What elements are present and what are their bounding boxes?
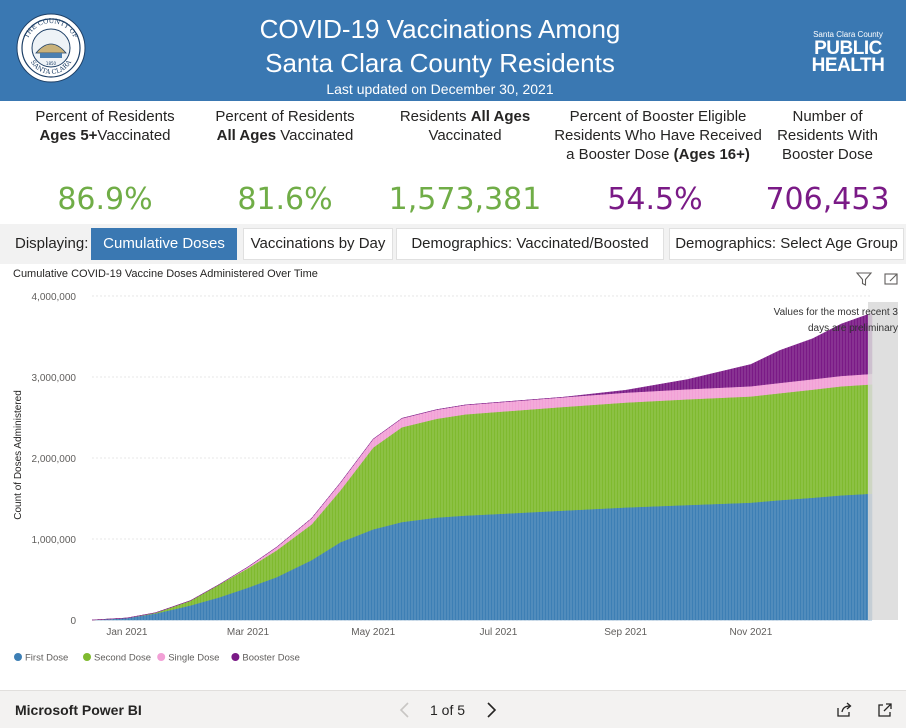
page-indicator: 1 of 5	[430, 702, 466, 718]
kpi-label-part: (Ages 16+)	[673, 146, 750, 163]
tab-demographics-vaccinated-boosted[interactable]: Demographics: Vaccinated/Boosted	[396, 228, 664, 260]
kpi-label-part: Vaccinated	[276, 127, 354, 144]
seal-year: 1850	[46, 61, 57, 66]
y-tick-label: 2,000,000	[32, 454, 77, 465]
kpi-label-part: Residents With	[777, 127, 878, 144]
report-title-line-2: Santa Clara County Residents	[265, 48, 615, 78]
page-navigator: 1 of 5	[398, 699, 508, 721]
public-health-logo: Santa Clara County PUBLIC HEALTH	[806, 30, 890, 76]
legend-marker	[83, 653, 91, 661]
preliminary-shading	[868, 302, 898, 620]
kpi-value-booster-percent: 54.5%	[607, 182, 703, 217]
kpi-value-ages5: 86.9%	[57, 182, 153, 217]
x-tick-label: Nov 2021	[729, 627, 772, 638]
kpi-label: Percent of Residents All Ages Vaccinated	[190, 107, 380, 145]
legend-label[interactable]: Booster Dose	[242, 653, 300, 664]
page-tab-bar: Displaying: Cumulative Doses Vaccination…	[0, 224, 906, 264]
kpi-value-residents-vaccinated: 1,573,381	[388, 182, 542, 217]
chart-legend: First Dose Second Dose Single Dose Booster …	[14, 653, 300, 664]
preliminary-annotation-line-1: Values for the most recent 3	[774, 307, 899, 318]
y-tick-label: 0	[70, 616, 76, 627]
logo-public-text: PUBLIC	[814, 38, 882, 59]
y-axis-labels: 0 1,000,000 2,000,000 3,000,000 4,000,000	[32, 292, 77, 627]
tab-vaccinations-by-day[interactable]: Vaccinations by Day	[243, 228, 393, 260]
legend-label[interactable]: Single Dose	[168, 653, 219, 664]
powerbi-brand[interactable]: Microsoft Power BI	[15, 702, 142, 718]
kpi-label-part: Number of	[792, 108, 863, 125]
x-tick-label: Jul 2021	[480, 627, 518, 638]
county-seal-icon: THE COUNTY OF SANTA CLARA 1850	[16, 13, 86, 83]
chart-areas	[91, 312, 873, 621]
kpi-label: Number of Residents With Booster Dose	[740, 107, 906, 164]
chart-toolbar	[855, 272, 898, 286]
kpi-label-part: Booster Dose	[782, 146, 873, 163]
legend-marker	[157, 653, 166, 661]
kpi-label-part: Vaccinated	[428, 127, 502, 144]
fullscreen-icon[interactable]	[876, 701, 894, 719]
cumulative-doses-chart: 0 1,000,000 2,000,000 3,000,000 4,000,000 Ja…	[13, 292, 899, 664]
kpi-label-part: Percent of Residents	[215, 108, 355, 125]
next-page-icon[interactable]	[484, 701, 498, 719]
x-tick-label: Sep 2021	[604, 627, 647, 638]
logo-county-text: Santa Clara County	[813, 30, 883, 39]
x-tick-label: May 2021	[351, 627, 395, 638]
kpi-row: Percent of Residents Ages 5+Vaccinated 86…	[0, 101, 906, 221]
report-title-block: COVID-19 Vaccinations Among Santa Clara …	[180, 12, 700, 98]
legend-label[interactable]: Second Dose	[94, 653, 151, 664]
kpi-label-part: All Ages	[470, 108, 531, 125]
chart-bar-texture	[93, 296, 872, 620]
preliminary-annotation-line-2: days are preliminary	[808, 323, 898, 334]
x-axis-labels: Jan 2021 Mar 2021 May 2021 Jul 2021 Sep 2021…	[106, 627, 772, 638]
y-tick-label: 1,000,000	[32, 535, 77, 546]
share-icon[interactable]	[835, 701, 853, 719]
kpi-label: Residents All Ages Vaccinated	[370, 107, 560, 145]
last-updated-text: Last updated on December 30, 2021	[326, 81, 554, 97]
kpi-label-part: a Booster Dose	[566, 146, 674, 163]
kpi-card-ages5: Percent of Residents Ages 5+Vaccinated	[10, 107, 200, 145]
x-tick-label: Mar 2021	[227, 627, 270, 638]
focus-mode-icon[interactable]	[884, 273, 898, 285]
powerbi-footer: Microsoft Power BI 1 of 5	[0, 690, 906, 728]
kpi-label-part: Residents Who Have Received	[554, 127, 762, 144]
kpi-label-part: Percent of Residents	[35, 108, 175, 125]
logo-health-text: HEALTH	[811, 55, 885, 76]
prev-page-icon[interactable]	[398, 701, 412, 719]
kpi-label: Percent of Booster Eligible Residents Who…	[548, 107, 768, 164]
y-axis-title: Count of Doses Administered	[13, 390, 24, 520]
kpi-card-all-ages: Percent of Residents All Ages Vaccinated	[190, 107, 380, 145]
y-tick-label: 3,000,000	[32, 373, 77, 384]
legend-marker	[231, 653, 240, 661]
kpi-label-part: Percent of Booster Eligible	[569, 108, 747, 125]
kpi-value-booster-count: 706,453	[765, 182, 890, 217]
displaying-label: Displaying:	[15, 235, 89, 252]
kpi-card-residents-vaccinated: Residents All Ages Vaccinated	[370, 107, 560, 145]
kpi-label: Percent of Residents Ages 5+Vaccinated	[10, 107, 200, 145]
kpi-card-booster-count: Number of Residents With Booster Dose	[740, 107, 906, 164]
report-header: THE COUNTY OF SANTA CLARA 1850 COVID-19 …	[0, 0, 906, 101]
kpi-label-part: All Ages	[216, 127, 277, 144]
report-title-line-1: COVID-19 Vaccinations Among	[259, 14, 621, 44]
legend-label[interactable]: First Dose	[25, 653, 68, 664]
kpi-card-booster-percent: Percent of Booster Eligible Residents Who…	[548, 107, 768, 164]
chart-title: Cumulative COVID-19 Vaccine Doses Admini…	[13, 268, 318, 280]
x-tick-label: Jan 2021	[106, 627, 148, 638]
filter-icon[interactable]	[855, 272, 873, 286]
tab-cumulative-doses[interactable]: Cumulative Doses	[91, 228, 237, 260]
kpi-label-part: Vaccinated	[97, 127, 171, 144]
kpi-value-all-ages: 81.6%	[237, 182, 333, 217]
tab-demographics-age-group[interactable]: Demographics: Select Age Group	[669, 228, 904, 260]
kpi-label-part: Ages 5+	[39, 127, 98, 144]
legend-marker	[14, 653, 22, 661]
kpi-label-part: Residents	[399, 108, 471, 125]
y-tick-label: 4,000,000	[32, 292, 77, 303]
